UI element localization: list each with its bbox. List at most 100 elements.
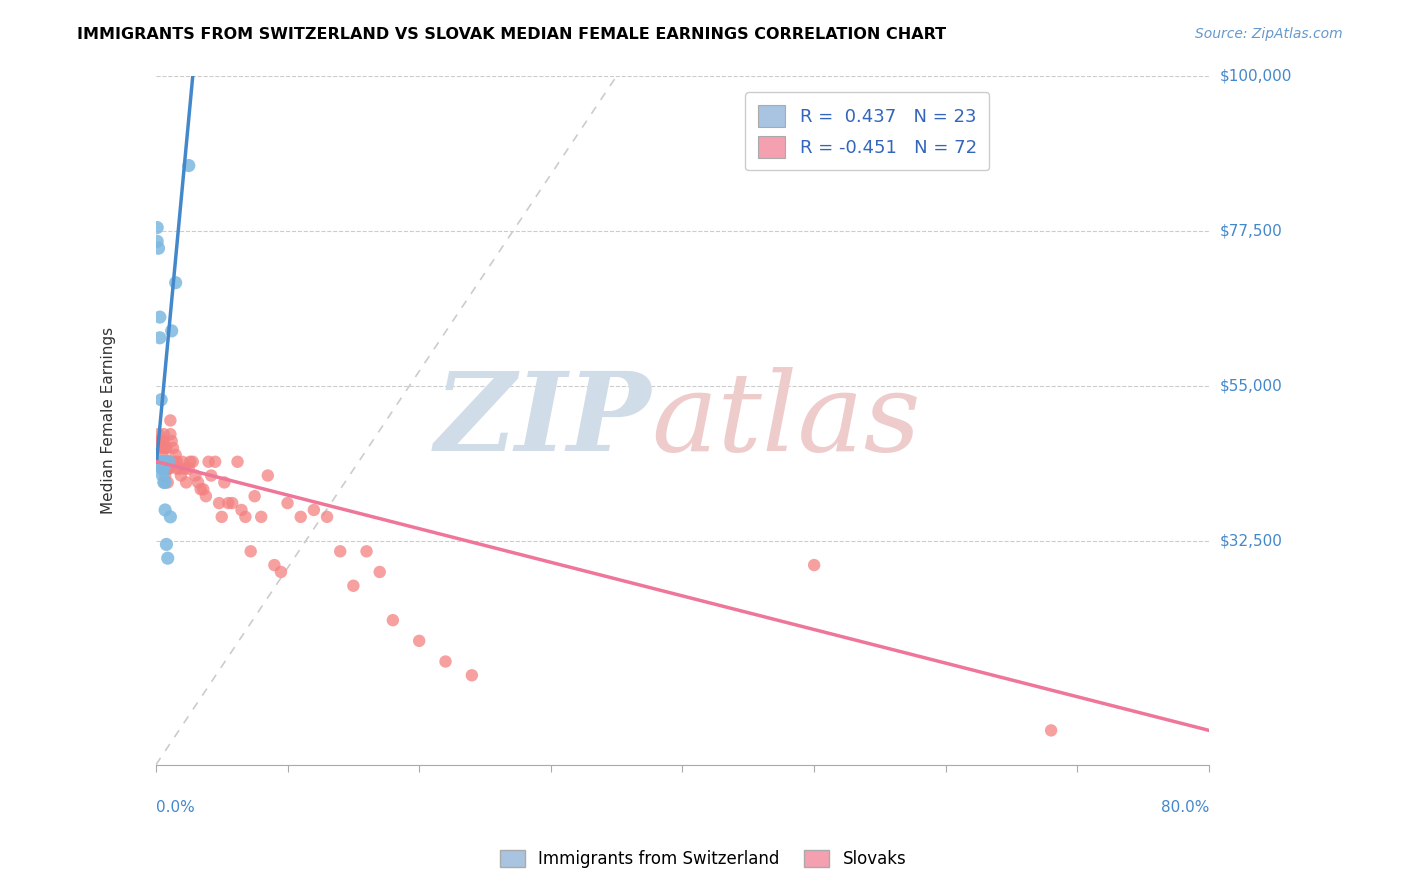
Point [148, 241, 170, 255]
Point [156, 461, 179, 475]
Text: ZIP: ZIP [434, 367, 651, 475]
Point [152, 475, 174, 490]
Point [152, 448, 174, 462]
Point [302, 503, 325, 517]
Point [270, 565, 292, 579]
Point [256, 468, 278, 483]
Text: atlas: atlas [651, 367, 921, 475]
Point [155, 461, 177, 475]
Point [356, 544, 378, 558]
Point [157, 455, 180, 469]
Point [150, 461, 173, 475]
Point [156, 455, 179, 469]
Point [148, 427, 170, 442]
Point [174, 475, 197, 490]
Text: Source: ZipAtlas.com: Source: ZipAtlas.com [1195, 27, 1343, 41]
Point [153, 441, 176, 455]
Point [153, 503, 176, 517]
Point [169, 461, 191, 475]
Point [342, 579, 364, 593]
Point [152, 468, 174, 483]
Point [162, 441, 184, 455]
Point [316, 509, 339, 524]
Point [152, 434, 174, 448]
Point [157, 461, 180, 475]
Point [155, 441, 177, 455]
Point [155, 537, 177, 551]
Point [204, 455, 226, 469]
Point [150, 455, 173, 469]
Point [208, 496, 231, 510]
Point [181, 455, 204, 469]
Text: $77,500: $77,500 [1220, 224, 1282, 238]
Legend: Immigrants from Switzerland, Slovaks: Immigrants from Switzerland, Slovaks [494, 843, 912, 875]
Point [149, 434, 172, 448]
Point [156, 551, 179, 566]
Point [149, 310, 172, 325]
Point [163, 455, 186, 469]
Point [152, 434, 174, 448]
Point [152, 455, 174, 469]
Point [170, 468, 193, 483]
Point [150, 441, 173, 455]
Point [149, 331, 172, 345]
Point [146, 220, 169, 235]
Point [153, 455, 176, 469]
Point [1040, 723, 1063, 738]
Text: $32,500: $32,500 [1220, 533, 1284, 549]
Point [153, 468, 176, 483]
Point [177, 461, 200, 475]
Point [152, 461, 174, 475]
Point [250, 509, 273, 524]
Point [193, 483, 215, 497]
Point [159, 427, 181, 442]
Point [152, 461, 174, 475]
Text: $55,000: $55,000 [1220, 378, 1282, 393]
Point [160, 324, 183, 338]
Point [155, 455, 177, 469]
Point [226, 455, 249, 469]
Point [146, 235, 169, 249]
Point [156, 475, 179, 490]
Point [221, 496, 243, 510]
Text: Median Female Earnings: Median Female Earnings [101, 326, 117, 514]
Point [152, 461, 174, 475]
Point [152, 427, 174, 442]
Point [159, 509, 181, 524]
Point [211, 509, 233, 524]
Point [290, 509, 312, 524]
Point [197, 455, 219, 469]
Point [165, 448, 187, 462]
Text: IMMIGRANTS FROM SWITZERLAND VS SLOVAK MEDIAN FEMALE EARNINGS CORRELATION CHART: IMMIGRANTS FROM SWITZERLAND VS SLOVAK ME… [77, 27, 946, 42]
Point [217, 496, 239, 510]
Point [148, 434, 170, 448]
Point [173, 461, 195, 475]
Text: $100,000: $100,000 [1220, 69, 1292, 84]
Point [200, 468, 222, 483]
Point [150, 392, 173, 407]
Legend: R =  0.437   N = 23, R = -0.451   N = 72: R = 0.437 N = 23, R = -0.451 N = 72 [745, 92, 990, 170]
Point [179, 455, 201, 469]
Point [277, 496, 299, 510]
Text: 0.0%: 0.0% [156, 799, 194, 814]
Point [368, 565, 391, 579]
Point [166, 461, 188, 475]
Point [159, 413, 181, 427]
Point [235, 509, 257, 524]
Point [172, 455, 194, 469]
Point [152, 455, 174, 469]
Point [239, 544, 262, 558]
Point [187, 475, 209, 490]
Point [803, 558, 825, 572]
Point [243, 489, 266, 503]
Point [231, 503, 253, 517]
Point [329, 544, 352, 558]
Point [157, 455, 180, 469]
Point [153, 475, 176, 490]
Point [177, 159, 200, 173]
Point [160, 434, 183, 448]
Point [166, 455, 188, 469]
Point [263, 558, 285, 572]
Point [214, 475, 236, 490]
Point [381, 613, 404, 627]
